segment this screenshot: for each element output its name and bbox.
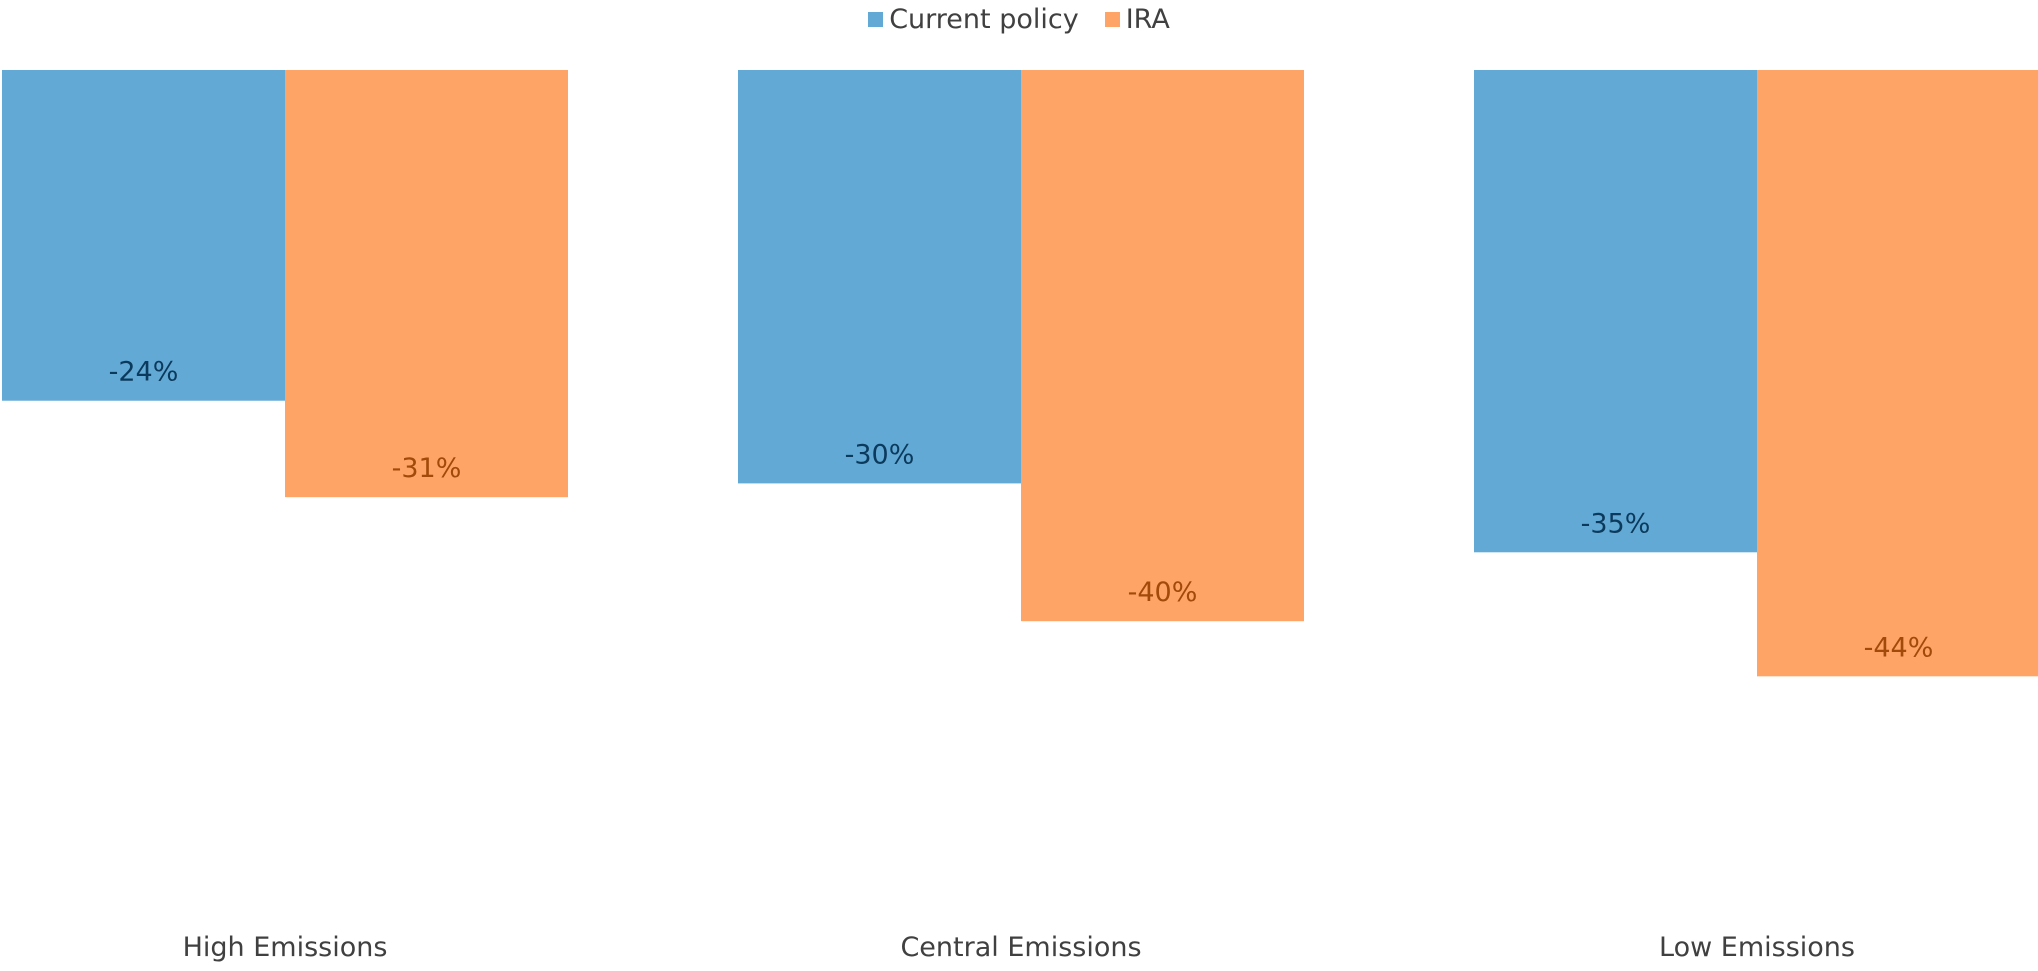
data-label-ira-high-emissions: -31% (392, 453, 462, 484)
data-label-current-policy-central-emissions: -30% (845, 439, 915, 470)
legend-swatch-ira (1104, 11, 1120, 27)
data-label-ira-low-emissions: -44% (1864, 632, 1934, 663)
data-label-current-policy-low-emissions: -35% (1581, 508, 1651, 539)
bar-ira-central-emissions (1021, 70, 1304, 622)
category-label-high-emissions: High Emissions (183, 932, 388, 963)
bar-ira-low-emissions (1757, 70, 2038, 677)
legend-item-current-policy: Current policy (868, 3, 1079, 35)
legend-label-ira: IRA (1125, 3, 1170, 35)
category-label-central-emissions: Central Emissions (900, 932, 1141, 963)
bar-current-policy-low-emissions (1474, 70, 1757, 553)
chart-legend: Current policy IRA (0, 2, 2038, 36)
bar-current-policy-high-emissions (2, 70, 285, 401)
data-label-current-policy-high-emissions: -24% (109, 357, 179, 388)
category-label-low-emissions: Low Emissions (1659, 932, 1855, 963)
legend-item-ira: IRA (1104, 3, 1170, 35)
legend-swatch-current-policy (868, 11, 884, 27)
data-label-ira-central-emissions: -40% (1128, 577, 1198, 608)
bar-current-policy-central-emissions (738, 70, 1021, 484)
bar-ira-high-emissions (285, 70, 568, 498)
legend-label-current-policy: Current policy (889, 3, 1079, 35)
